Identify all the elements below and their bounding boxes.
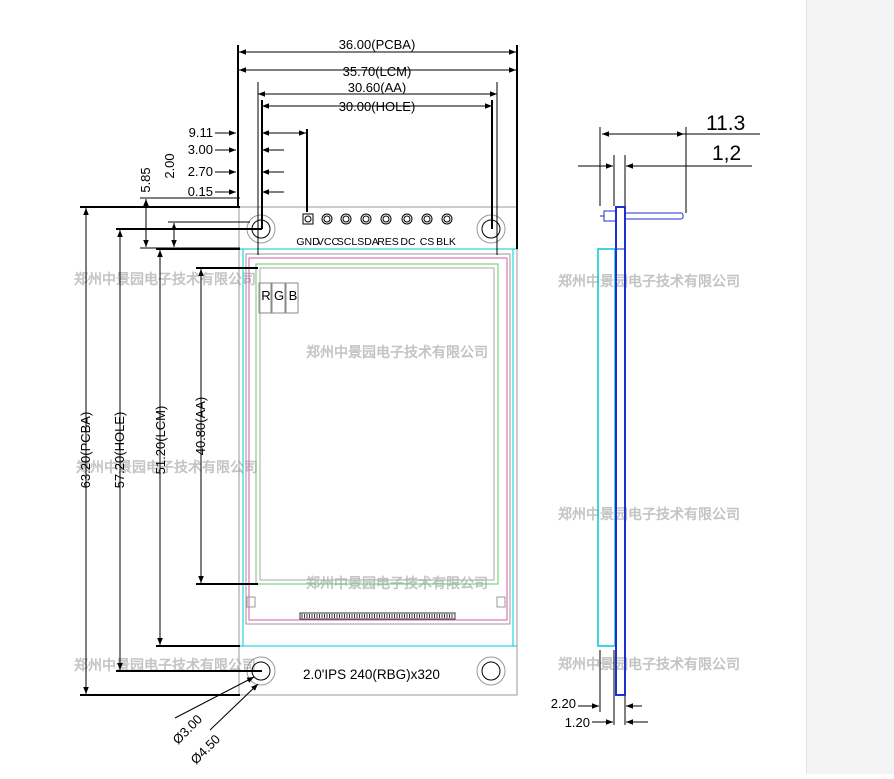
dim-2-00: 2.00	[162, 153, 177, 178]
rgb-label-b: B	[289, 288, 298, 303]
side-pcb	[615, 206, 626, 696]
pin-label-dc: DC	[400, 236, 416, 248]
rgb-label-g: G	[274, 288, 284, 303]
dim-side-1-20: 1.20	[565, 715, 590, 730]
model-label: 2.0'IPS 240(RBG)x320	[303, 667, 440, 682]
right-sidebar-blank	[806, 0, 894, 774]
pin-label-vcc: VCC	[317, 236, 340, 248]
height-dimensions: 63.20(PCBA) 57.20(HOLE) 51.20(LCM) 40.80…	[78, 206, 262, 696]
dim-side-11-3: 11.3	[706, 112, 745, 135]
dim-hole-width: 30.00(HOLE)	[339, 99, 416, 114]
dim-lcm-width: 35.70(LCM)	[343, 64, 412, 79]
lcm-outline	[245, 253, 511, 625]
pin-pad	[323, 215, 331, 223]
dim-aa-width: 30.60(AA)	[348, 80, 407, 95]
fpc-pins	[301, 614, 453, 618]
watermark-text: 郑州中景园电子技术有限公司	[558, 273, 740, 289]
dim-pcba-height: 63.20(PCBA)	[78, 412, 93, 489]
front-view: GND VCC SCL SDA RES DC CS BLK R G B 2.0'…	[238, 206, 518, 696]
dim-pcba-width: 36.00(PCBA)	[339, 37, 416, 52]
pin-label-blk: BLK	[436, 236, 456, 248]
dim-side-2-20: 2.20	[551, 696, 576, 711]
pin-pad	[443, 215, 451, 223]
pin-labels: GND VCC SCL SDA RES DC CS BLK	[296, 236, 456, 248]
dim-2-70: 2.70	[188, 164, 213, 179]
mounting-hole	[476, 656, 506, 686]
fpc-frame	[246, 596, 256, 608]
dim-aa-height: 40.80(AA)	[193, 397, 208, 456]
pin-pad	[340, 213, 352, 225]
hole-diameter-leaders: Ø3.00 Ø4.50	[170, 676, 259, 767]
watermark-text: 郑州中景园电子技术有限公司	[74, 271, 256, 287]
dim-side-1-2: 1,2	[712, 142, 741, 165]
dim-0-15: 0.15	[188, 184, 213, 199]
pin-pad	[380, 213, 392, 225]
dim-9-11: 9.11	[189, 125, 213, 140]
dim-hole-height: 57.20(HOLE)	[112, 412, 127, 489]
pin-header	[302, 213, 453, 225]
pin-label-scl: SCL	[337, 236, 358, 248]
pin-label-cs: CS	[420, 236, 435, 248]
pin-pad	[441, 213, 453, 225]
watermark-text: 郑州中景园电子技术有限公司	[558, 506, 740, 522]
dim-3-00: 3.00	[188, 142, 213, 157]
pin-pad	[321, 213, 333, 225]
pin-pad	[362, 215, 370, 223]
vertical-offset-dimensions: 5.85 2.00	[138, 153, 250, 249]
watermark-text: 郑州中景园电子技术有限公司	[306, 575, 488, 591]
pin-pad-square	[302, 213, 314, 225]
pin-label-res: RES	[377, 236, 399, 248]
pin-pad	[360, 213, 372, 225]
rgb-label-r: R	[261, 288, 270, 303]
watermark-text: 郑州中景园电子技术有限公司	[558, 656, 740, 672]
pin-pad	[421, 213, 433, 225]
pin-pad	[342, 215, 350, 223]
pin-pad	[382, 215, 390, 223]
width-dimensions: 36.00(PCBA) 35.70(LCM) 30.60(AA) 30.00(H…	[237, 37, 518, 255]
header-offset-dimensions: 9.11 3.00 2.70 0.15	[188, 125, 308, 212]
rgb-subpixel-legend: R G B	[258, 282, 299, 314]
pin-pad	[403, 215, 411, 223]
mechanical-drawing: 郑州中景园电子技术有限公司 郑州中景园电子技术有限公司 郑州中景园电子技术有限公…	[74, 37, 760, 767]
pin-label-gnd: GND	[296, 236, 320, 248]
pin-label-sda: SDA	[357, 236, 379, 248]
lcm-inner-outline	[248, 257, 508, 621]
watermark-text: 郑州中景园电子技术有限公司	[306, 344, 488, 360]
side-header-pin-base	[603, 210, 617, 222]
dim-5-85: 5.85	[138, 167, 153, 192]
dim-lcm-height: 51.20(LCM)	[153, 406, 168, 475]
pin-pad	[304, 215, 312, 223]
side-lcm-body	[597, 248, 616, 647]
pcb-outline	[238, 206, 518, 696]
dim-hole-3-00: Ø3.00	[170, 711, 206, 747]
pin-pad	[401, 213, 413, 225]
active-area-outline	[255, 263, 499, 585]
fpc-frame	[496, 596, 506, 608]
side-header-pin	[624, 212, 684, 220]
pin-pad	[423, 215, 431, 223]
dim-hole-4-50: Ø4.50	[188, 731, 224, 767]
side-view: 11.3 1,2 2.20 1.20	[551, 112, 760, 730]
active-area-inner	[259, 267, 495, 581]
